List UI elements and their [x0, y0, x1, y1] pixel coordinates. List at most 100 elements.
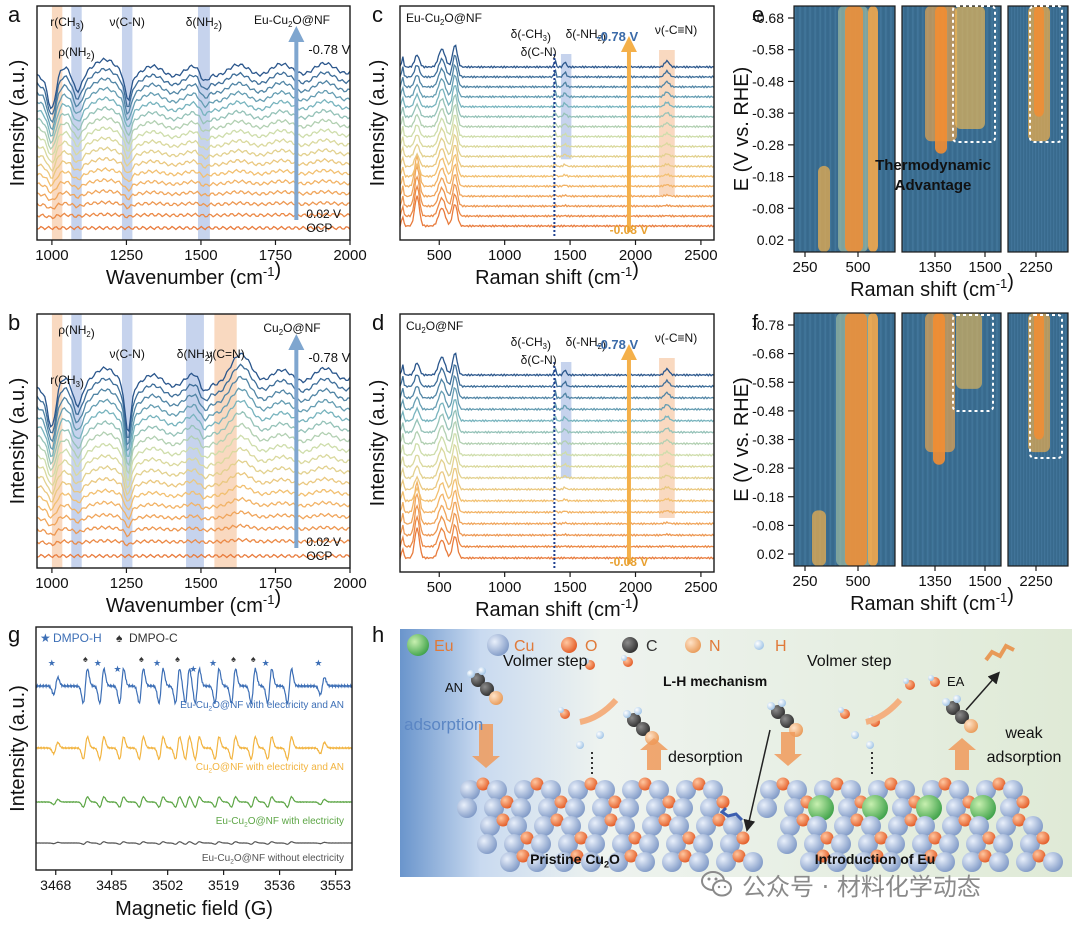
panel-h-lattice-pristine-atom	[723, 816, 743, 836]
panel-e-map-0-streak	[822, 6, 825, 252]
panel-h-lattice-eu-oxygen	[820, 831, 834, 845]
panel-g-legend-spade: ♠	[116, 631, 123, 645]
panel-f-map-1-streak	[974, 313, 977, 566]
panel-c-arrow-head	[620, 36, 637, 52]
panel-f-map-1-streak	[920, 313, 923, 566]
panel-e-map-2-streak	[1008, 6, 1010, 252]
panel-f-map-1-frame	[901, 312, 1002, 567]
panel-f-map-2-streak	[1010, 313, 1012, 566]
panel-h-lattice-pristine	[457, 777, 763, 872]
panel-c-spectrum-13	[399, 74, 715, 99]
panel-h-lattice-eu-atom	[908, 852, 928, 872]
panel-d-arrow-top: -0.78 V	[596, 337, 638, 352]
panel-e-map-2-streak	[1050, 6, 1052, 252]
panel-a-spectrum-6	[36, 157, 351, 179]
panel-e-map-0-streak	[825, 6, 829, 252]
panel-a-arrow-bottom: 0.02 V	[306, 207, 341, 221]
panel-e-map-0-streak	[824, 6, 827, 252]
panel-h-lattice-pristine-atom	[541, 780, 561, 800]
panel-h-label-ea: EA	[947, 674, 965, 689]
panel-f-ytick-label-5: -0.28	[752, 460, 784, 476]
panel-h-volmer-arrow-2	[865, 697, 903, 725]
panel-h-lattice-pristine-atom	[511, 798, 531, 818]
panel-f-map-0-streak	[797, 313, 800, 566]
panel-f-map-2-streak	[1024, 313, 1026, 566]
panel-a-xlabel: Wavenumber (cm-1)	[106, 259, 281, 289]
panel-e-map-0-streak	[829, 6, 832, 252]
panel-h-ea-chain	[984, 643, 1015, 662]
panel-e-ytick-label-5: -0.18	[752, 169, 784, 185]
panel-e-map-2-streak	[1025, 6, 1027, 252]
panel-e-map-1-streak	[923, 6, 926, 252]
panel-f-map-0-streak	[822, 313, 825, 566]
panel-e-highlight-1	[952, 5, 996, 143]
panel-f-map-0-hot-0	[812, 510, 826, 566]
panel-h-thin-arrow-2	[965, 671, 1000, 711]
panel-h-an-molecule-c2	[480, 682, 494, 696]
panel-f-map-1-streak	[956, 313, 959, 566]
panel-e-map-0-streak	[807, 6, 810, 252]
panel-h-label-intro-eu: Introduction of Eu	[815, 851, 936, 867]
panel-c-letter: c	[372, 2, 383, 27]
panel-f-map-0-streak	[814, 313, 817, 566]
panel-h-lattice-pristine-atom	[689, 852, 709, 872]
panel-h-lattice-eu-oxygen	[928, 831, 942, 845]
panel-e-map-2-streak	[1054, 6, 1056, 252]
panel-f-ylabel: E (V vs. RHE)	[731, 377, 753, 501]
panel-e-ytick-label-0: -0.68	[752, 10, 784, 26]
panel-h-lattice-eu-atom	[804, 834, 824, 854]
panel-h-lattice-pristine-oxygen	[682, 831, 696, 845]
panel-f-map-1-streak	[910, 313, 913, 566]
panel-e-map-0-streak	[881, 6, 884, 252]
panel-d-spectrum-10	[399, 420, 715, 446]
panel-h-lattice-pristine-atom	[693, 834, 713, 854]
panel-g-series-0	[35, 665, 353, 706]
panel-d-tick-label-1: 1000	[488, 579, 521, 596]
panel-f-xtick-label-3: 1500	[968, 573, 1001, 590]
panel-g-letter: g	[8, 622, 20, 647]
panel-c-spectrum-0	[399, 195, 715, 228]
panel-g-star-1: ★	[94, 658, 102, 668]
panel-c-spectrum-14	[399, 63, 715, 89]
panel-e-map-1-streak	[982, 6, 985, 252]
panel-b-tick-label-0: 1000	[35, 575, 68, 592]
panel-h-lattice-pristine-atom	[531, 834, 551, 854]
panel-g-series-3	[35, 841, 353, 846]
panel-e-map-2-streak	[1012, 6, 1014, 252]
panel-h-legend-label-1: Cu	[514, 638, 534, 655]
panel-e-map-0-streak	[884, 6, 888, 252]
panel-h-lattice-pristine-oxygen	[516, 849, 530, 863]
panel-e-map-1-streak	[916, 6, 919, 252]
panel-h-eu-adsorption-arrow	[774, 732, 802, 766]
panel-f-map-2-streak	[1066, 313, 1068, 566]
panel-e-map-1-frame	[901, 5, 1002, 253]
panel-a-title: Eu-Cu2O@NF	[254, 13, 330, 29]
panel-b-title: Cu2O@NF	[263, 321, 320, 337]
panel-b-arrow-bottom: 0.02 V	[306, 535, 341, 549]
panel-h-lattice-pristine-oxygen	[732, 849, 746, 863]
panel-h-lattice-pristine-oxygen	[550, 813, 564, 827]
panel-h-lattice-pristine-atom	[484, 798, 504, 818]
panel-f-map-2-streak	[1013, 313, 1015, 566]
panel-f-map-0-streak	[812, 313, 815, 566]
panel-h-lattice-pristine-atom	[669, 816, 689, 836]
panel-d-xlabel: Raman shift (cm-1)	[475, 591, 639, 621]
panel-h-lattice-pristine-oxygen	[500, 795, 514, 809]
panel-h-lattice-pristine-atom	[514, 780, 534, 800]
panel-b-xlabel: Wavenumber (cm-1)	[106, 587, 281, 617]
panel-d-spectrum-0	[399, 527, 715, 560]
panel-h-legend-atom-0	[407, 634, 429, 656]
panel-e-map-1-streak	[915, 6, 918, 252]
panel-g-series-1	[35, 734, 353, 762]
panel-e-map-0-streak	[799, 6, 802, 252]
panel-f-map-2-streak	[1025, 313, 1027, 566]
panel-f-map-0-streak	[794, 313, 797, 566]
panel-c-spectrum-1	[399, 184, 715, 218]
panel-h-hydrogen-0	[576, 741, 584, 749]
panel-e-xtick-label-0: 250	[792, 259, 817, 276]
panel-e-map-2-streak	[1056, 6, 1058, 252]
panel-f-map-1-streak	[986, 313, 989, 566]
panel-b-band-label-1: ρ(NH2)	[58, 323, 95, 340]
panel-f-map-1-streak	[954, 313, 957, 566]
panel-h-lattice-eu-atom	[858, 834, 878, 854]
